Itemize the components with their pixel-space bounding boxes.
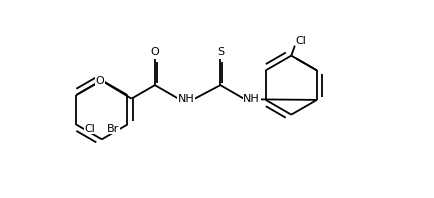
Text: Cl: Cl bbox=[296, 35, 306, 46]
Text: O: O bbox=[151, 47, 159, 57]
Text: S: S bbox=[217, 47, 224, 57]
Text: NH: NH bbox=[178, 94, 194, 104]
Text: Br: Br bbox=[107, 124, 119, 134]
Text: Cl: Cl bbox=[84, 124, 95, 134]
Text: NH: NH bbox=[243, 94, 260, 104]
Text: O: O bbox=[95, 76, 104, 86]
